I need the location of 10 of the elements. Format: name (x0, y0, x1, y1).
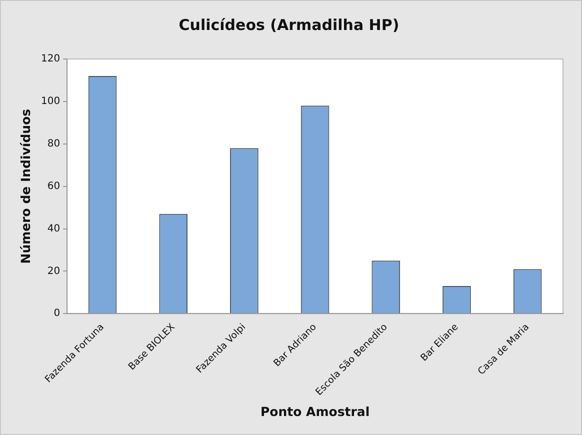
y-tick-label: 40 (47, 223, 60, 234)
x-axis-title: Ponto Amostral (260, 404, 370, 419)
y-tick-label: 80 (47, 138, 60, 150)
y-tick-label: 100 (40, 96, 60, 108)
y-tick-label: 20 (47, 266, 60, 277)
y-tick-label: 0 (54, 308, 60, 320)
y-axis-title: Número de Indivíduos (18, 108, 33, 264)
y-tick-label: 60 (47, 180, 60, 192)
chart-title: Culicídeos (Armadilha HP) (178, 16, 400, 34)
y-tick-label: 120 (40, 54, 60, 65)
